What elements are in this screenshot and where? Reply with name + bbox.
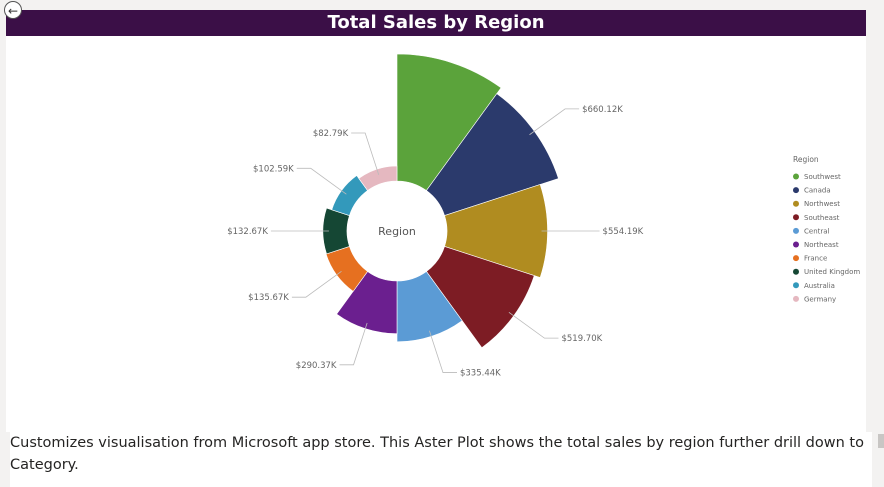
slice-southwest[interactable] [396,53,502,191]
legend-item[interactable]: Germany [804,295,836,303]
visual-container: Total Sales by Region $660.12K $554.19K $5… [6,10,866,432]
legend-item[interactable]: Canada [804,187,831,195]
data-label: $102.59K [253,164,294,174]
legend-item[interactable]: Southwest [804,173,841,181]
legend-marker [793,241,799,248]
slice-united-kingdom[interactable] [322,207,350,255]
legend-marker [793,227,799,234]
slice-central[interactable] [396,271,463,343]
legend-marker [793,214,799,221]
data-label: $554.19K [603,227,644,237]
data-label: $290.37K [296,361,337,371]
data-label: $660.12K [582,105,623,115]
description-text: Customizes visualisation from Microsoft … [10,432,872,487]
legend-item[interactable]: France [804,255,827,263]
slice-southeast[interactable] [425,246,535,349]
legend-item[interactable]: Northeast [804,241,839,249]
leader-line [429,330,457,373]
slice-germany[interactable] [358,165,398,191]
leader-line [339,322,368,366]
legend-title: Region [793,155,819,164]
leader-line [351,132,380,175]
back-arrow-icon[interactable]: ← [4,1,22,19]
legend-item[interactable]: Southeast [804,214,840,222]
center-label: Region [378,225,416,238]
data-label: $82.79K [313,129,349,139]
slice-canada[interactable] [425,93,559,216]
data-label: $519.70K [561,334,602,344]
legend-item[interactable]: Australia [804,282,835,290]
legend-marker [793,295,799,302]
data-label: $335.44K [460,369,501,379]
legend-marker [793,255,799,262]
leader-line [296,167,347,195]
scrollbar[interactable] [878,434,884,448]
slice-australia[interactable] [331,175,369,216]
slice-northwest[interactable] [444,184,548,278]
legend-item[interactable]: United Kingdom [804,268,860,276]
data-label: $132.67K [227,227,268,237]
leader-line [291,271,342,298]
legend-item[interactable]: Central [804,227,830,235]
aster-plot: $660.12K $554.19K $519.70K $335.44K $290.37K… [227,53,860,379]
legend-marker [793,282,799,289]
legend-marker [793,173,799,180]
legend-item[interactable]: Northwest [804,200,840,208]
leader-line [529,108,580,136]
chart-title: Total Sales by Region [6,10,866,36]
legend-marker [793,187,799,194]
slice-france[interactable] [325,246,369,292]
leader-line [508,311,559,339]
legend-marker [793,268,799,275]
slice-northeast[interactable] [336,271,398,334]
legend-marker [793,200,799,207]
data-label: $135.67K [248,293,289,303]
